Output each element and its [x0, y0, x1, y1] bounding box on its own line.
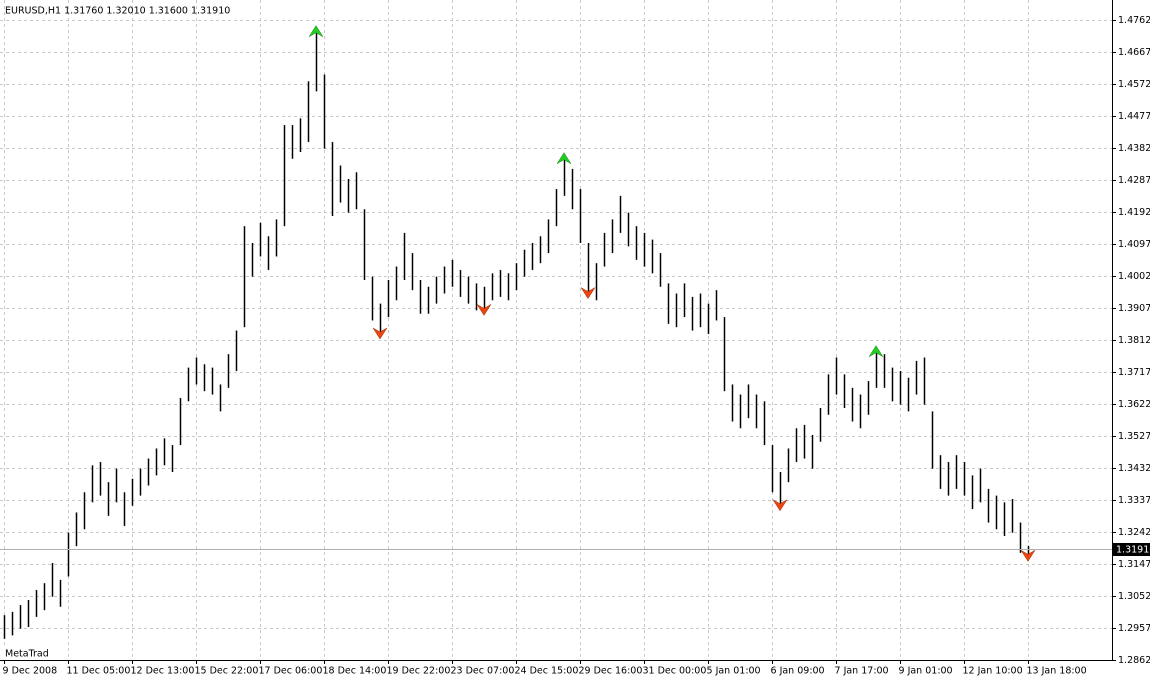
watermark: MetaTrad — [5, 649, 49, 660]
marks — [0, 25, 1112, 639]
grid — [0, 0, 1112, 661]
y-tick-label: 1.40970 — [1118, 239, 1150, 250]
x-tick-label: 23 Dec 07:00 — [451, 666, 515, 677]
watermark-box — [2, 647, 48, 660]
up-arrow — [308, 25, 324, 37]
x-tick-label: 6 Jan 09:00 — [771, 666, 825, 677]
y-tick-label: 1.30520 — [1118, 591, 1150, 602]
y-tick-label: 1.31470 — [1118, 559, 1150, 570]
x-tick-label: 13 Jan 18:00 — [1027, 666, 1087, 677]
y-tick-label: 1.29570 — [1118, 623, 1150, 634]
down-arrow — [580, 287, 596, 300]
x-tick-label: 19 Dec 22:00 — [387, 666, 451, 677]
x-tick-label: 31 Dec 00:00 — [643, 666, 707, 677]
y-tick-label: 1.35270 — [1118, 431, 1150, 442]
y-tick-label: 1.36220 — [1118, 399, 1150, 410]
current-price-box — [1113, 543, 1150, 556]
x-tick-label: 7 Jan 17:00 — [835, 666, 889, 677]
x-tick-label: 12 Jan 10:00 — [963, 666, 1023, 677]
y-tick-label: 1.42870 — [1118, 175, 1150, 186]
down-arrow — [476, 304, 492, 316]
y-tick-label: 1.45720 — [1118, 79, 1150, 90]
y-tick-label: 1.32420 — [1118, 527, 1150, 538]
x-tick-label: 9 Jan 01:00 — [899, 666, 953, 677]
x-tick-label: 5 Jan 01:00 — [707, 666, 761, 677]
y-tick-label: 1.43820 — [1118, 143, 1150, 154]
y-tick-label: 1.47620 — [1118, 15, 1150, 26]
y-tick-label: 1.40020 — [1118, 271, 1150, 282]
y-tick-label: 1.37170 — [1118, 367, 1150, 378]
up-arrow — [868, 345, 884, 357]
y-tick-label: 1.34320 — [1118, 463, 1150, 474]
x-tick-label: 24 Dec 15:00 — [515, 666, 579, 677]
y-tick-label: 1.44770 — [1118, 111, 1150, 122]
down-arrow — [1020, 550, 1036, 562]
y-tick-label: 1.39070 — [1118, 303, 1150, 314]
y-tick-label: 1.41920 — [1118, 207, 1150, 218]
up-arrow — [556, 152, 572, 164]
x-tick-label: 9 Dec 2008 — [3, 666, 58, 677]
y-tick-label: 1.46670 — [1118, 47, 1150, 58]
down-arrow — [772, 499, 788, 512]
x-tick-label: 12 Dec 13:00 — [131, 666, 195, 677]
x-tick-label: 15 Dec 22:00 — [195, 666, 259, 677]
x-tick-label: 17 Dec 06:00 — [259, 666, 323, 677]
x-tick-label: 11 Dec 05:00 — [67, 666, 131, 677]
y-tick-label: 1.28620 — [1118, 655, 1150, 666]
current-price-label: 1.31910 — [1116, 545, 1150, 556]
x-tick-label: 18 Dec 14:00 — [323, 666, 387, 677]
x-tick-label: 29 Dec 16:00 — [579, 666, 643, 677]
y-tick-label: 1.33370 — [1118, 495, 1150, 506]
down-arrow — [372, 327, 388, 340]
y-tick-label: 1.38120 — [1118, 335, 1150, 346]
chart-title: EURUSD,H1 1.31760 1.32010 1.31600 1.3191… — [5, 6, 230, 17]
